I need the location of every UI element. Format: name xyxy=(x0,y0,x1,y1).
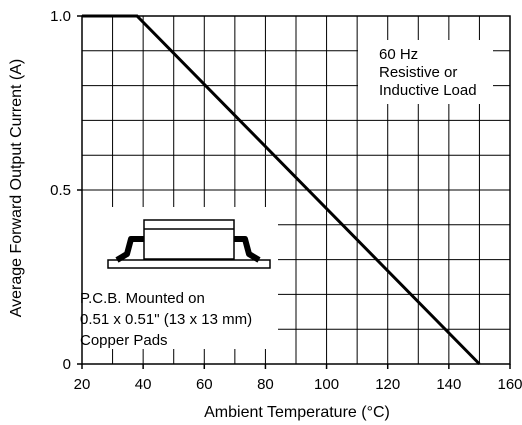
load-annotation-line-1: 60 Hz xyxy=(379,46,418,63)
x-tick-label: 80 xyxy=(257,376,274,393)
x-tick-label: 160 xyxy=(497,376,522,393)
series-group xyxy=(82,14,481,366)
y-tick-label: 0.5 xyxy=(50,182,71,199)
x-tick-label: 20 xyxy=(74,376,91,393)
mounting-annotation-line-1: P.C.B. Mounted on xyxy=(80,290,205,307)
y-axis-label: Average Forward Output Current (A) xyxy=(8,59,25,317)
mounting-annotation-line-3: Copper Pads xyxy=(80,332,168,349)
y-tick-label: 1.0 xyxy=(50,8,71,25)
x-tick-label: 40 xyxy=(135,376,152,393)
x-tick-label: 140 xyxy=(436,376,461,393)
load-annotation-line-3: Inductive Load xyxy=(379,82,477,99)
x-axis-label: Ambient Temperature (°C) xyxy=(204,404,390,421)
derating-curve xyxy=(82,14,481,366)
load-annotation-box xyxy=(358,40,493,104)
x-tick-label: 120 xyxy=(375,376,400,393)
load-annotation-line-2: Resistive or xyxy=(379,64,457,81)
mounting-annotation-line-2: 0.51 x 0.51" (13 x 13 mm) xyxy=(80,311,252,328)
tick-labels: 20 40 60 80 100 120 140 160 0 0.5 1.0 xyxy=(50,8,522,393)
package-illustration xyxy=(107,219,271,269)
plot-border xyxy=(81,15,511,365)
x-tick-label: 100 xyxy=(314,376,339,393)
x-tick-label: 60 xyxy=(196,376,213,393)
y-tick-label: 0 xyxy=(63,356,71,373)
